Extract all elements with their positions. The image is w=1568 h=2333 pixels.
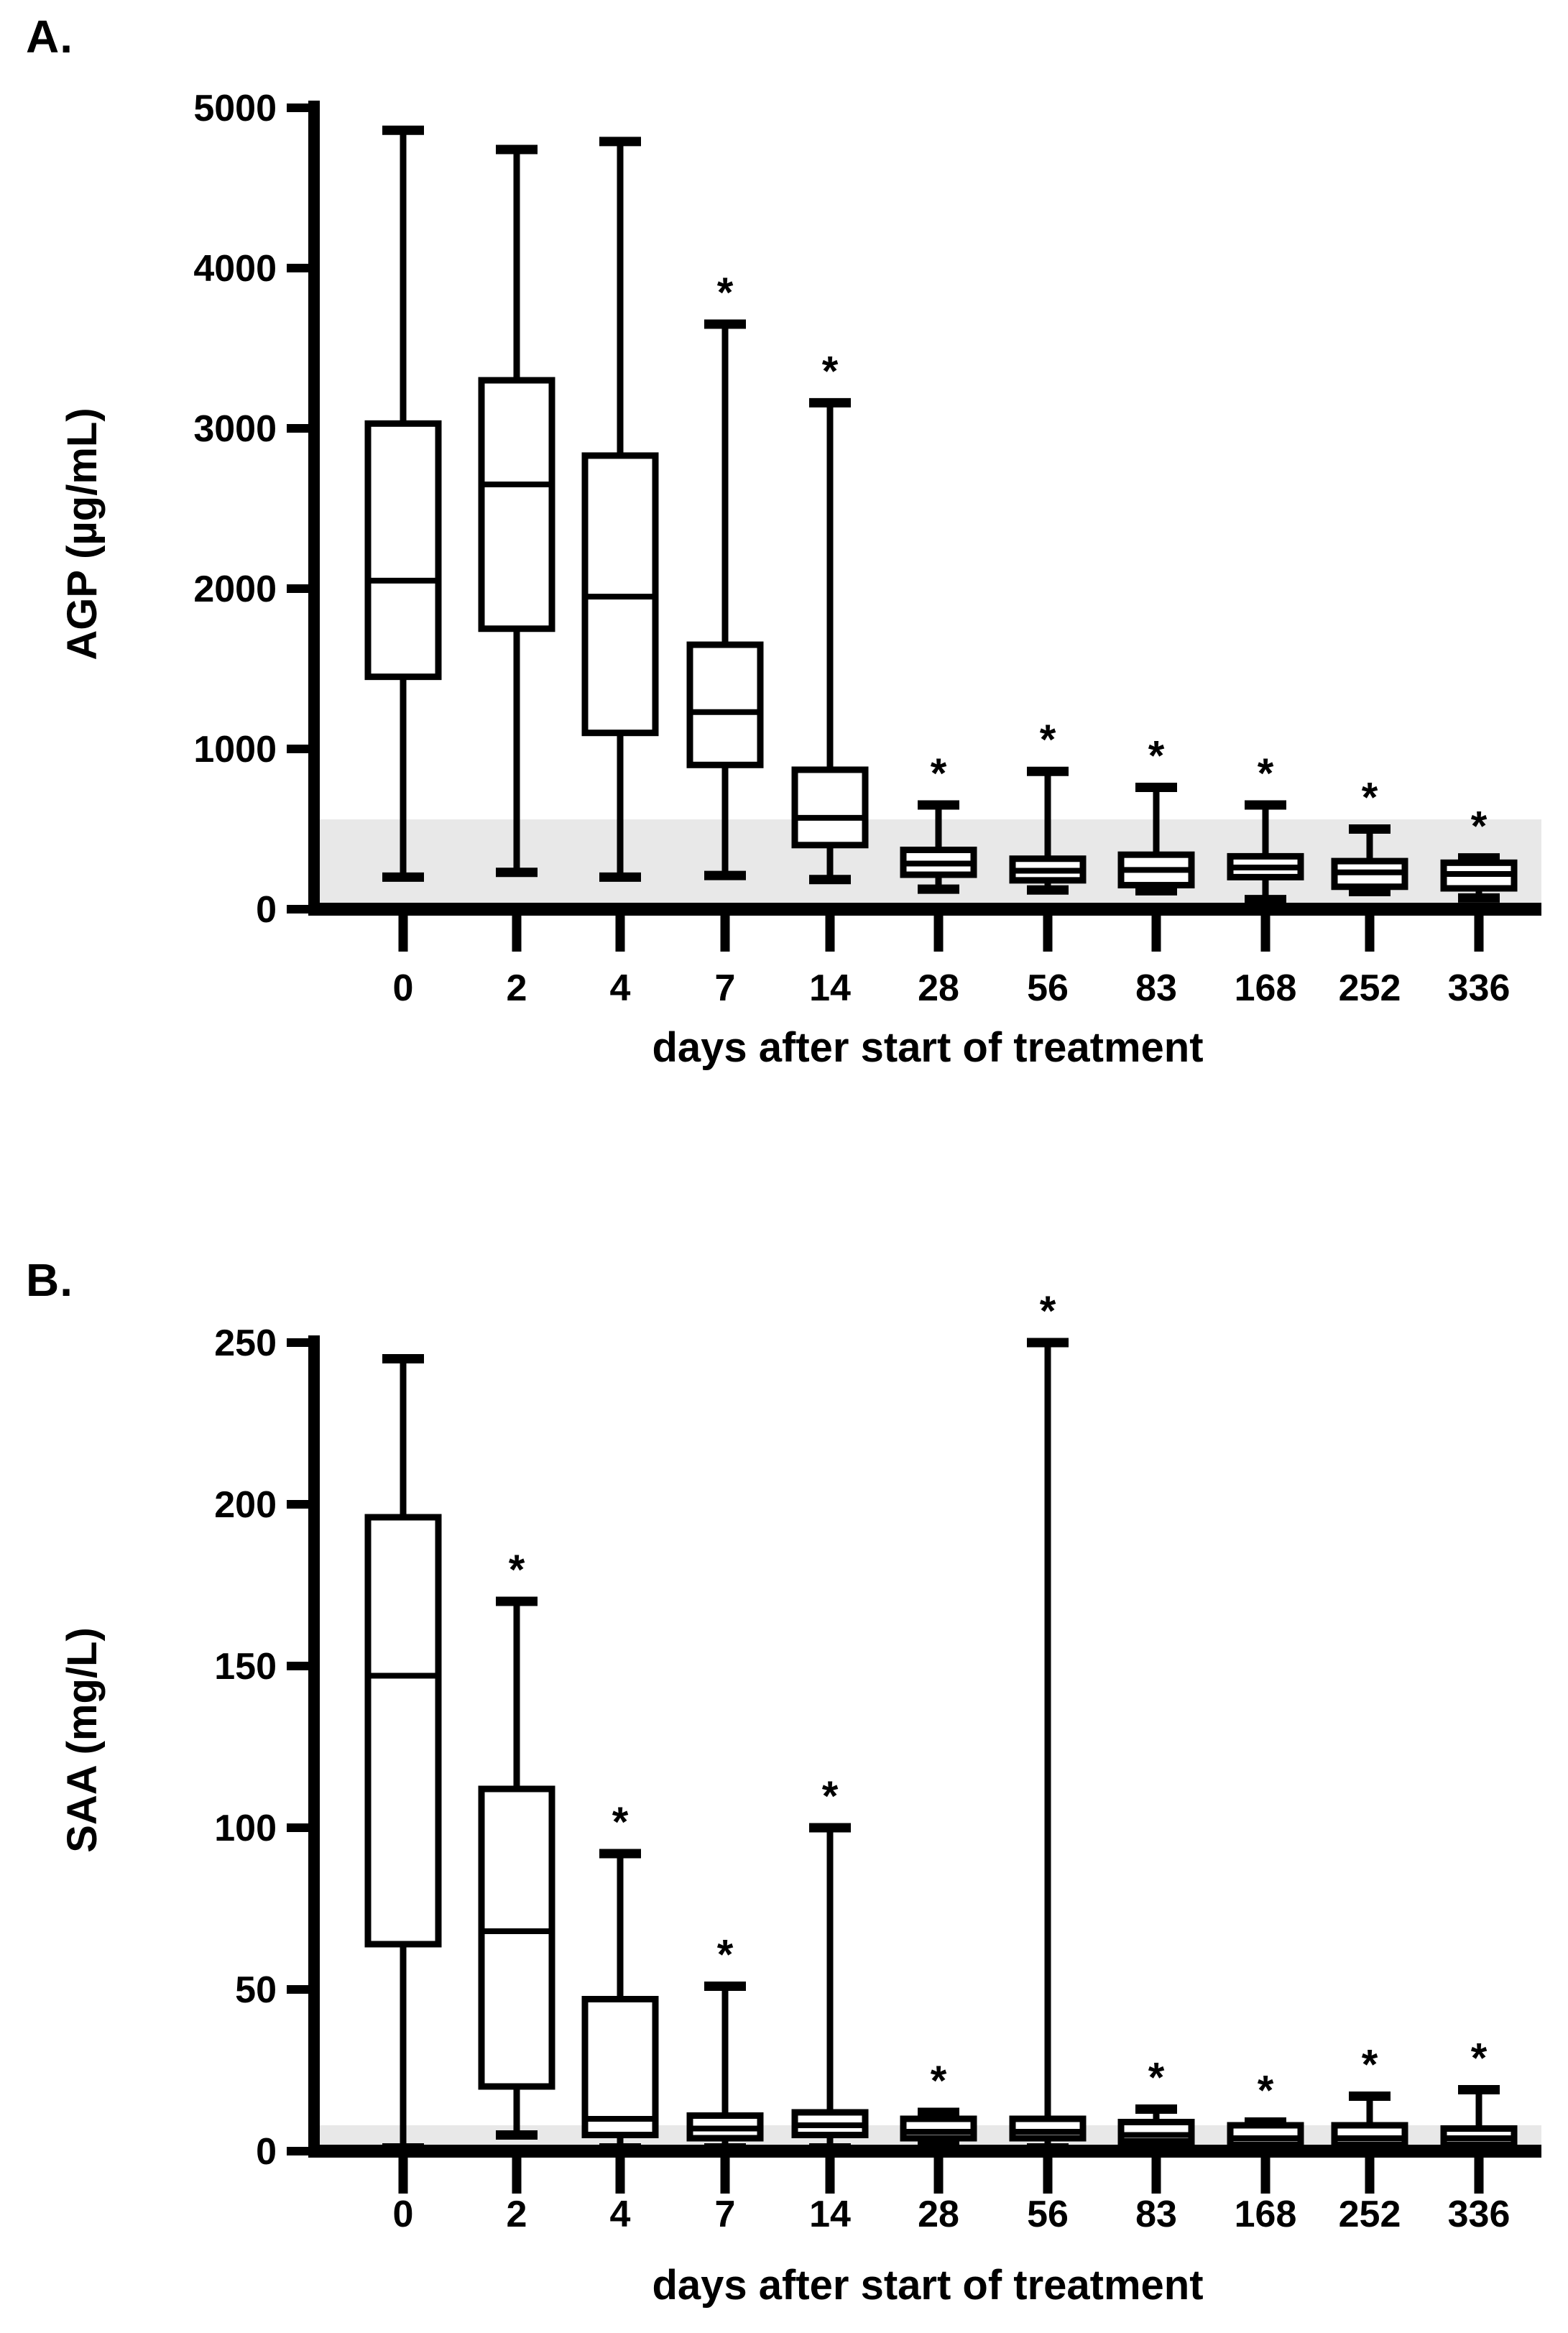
x-tick-label: 7 — [715, 967, 736, 1009]
y-tick-label: 100 — [214, 1808, 277, 1849]
x-tick-label: 56 — [1027, 967, 1069, 1009]
box-day-14: * — [791, 348, 869, 885]
box-day-14: * — [791, 1773, 869, 2153]
panel-a-x-axis-title: days after start of treatment — [652, 1024, 1204, 1071]
x-tick-label: 336 — [1448, 2194, 1511, 2235]
significance-asterisk: * — [717, 270, 734, 316]
box-day-336: * — [1440, 2035, 1518, 2153]
significance-asterisk: * — [1040, 717, 1056, 763]
panel-b-y-axis-label: SAA (mg/L) — [59, 1627, 106, 1853]
x-tick-label: 168 — [1235, 2194, 1297, 2235]
x-tick-label: 2 — [507, 967, 527, 1009]
boxplot-panel-a: * * * * * * * * 0 1000 2000 3000 4000 5000 0 2 4 7 14 28 56 8… — [193, 88, 1541, 1009]
x-tick-label: 4 — [610, 2194, 631, 2235]
y-tick-label: 150 — [214, 1646, 277, 1688]
box-day-7: * — [686, 270, 764, 880]
iqr-box — [364, 420, 442, 681]
iqr-box — [478, 377, 555, 632]
x-tick-label: 7 — [715, 2194, 736, 2235]
panel-b-x-axis-title: days after start of treatment — [652, 2262, 1204, 2309]
iqr-box — [1117, 2119, 1195, 2145]
box-day-2: * — [478, 1547, 555, 2140]
significance-asterisk: * — [1040, 1288, 1056, 1335]
axes: 0 50 100 150 200 250 0 2 4 7 14 28 56 83 168 252 336 — [214, 1322, 1541, 2235]
significance-asterisk: * — [1471, 804, 1488, 850]
box-day-0 — [364, 1354, 442, 2153]
significance-asterisk: * — [1258, 2068, 1274, 2115]
significance-asterisk: * — [1471, 2035, 1488, 2082]
iqr-box — [478, 1785, 555, 2090]
box-day-2 — [478, 144, 555, 878]
significance-asterisk: * — [931, 750, 947, 797]
significance-asterisk: * — [509, 1547, 525, 1593]
y-tick-label: 0 — [256, 2131, 277, 2173]
panel-a-letter: A. — [26, 11, 73, 63]
iqr-box — [791, 766, 869, 849]
boxplot-panel-b: * * * * * * * * * * 0 50 100 150 200 250 0 2 4 7 14 28 56 83 168… — [214, 1288, 1541, 2235]
box-day-56: * — [1009, 717, 1087, 895]
axes: 0 1000 2000 3000 4000 5000 0 2 4 7 14 28 56 83 168 252 3… — [193, 88, 1541, 1009]
y-tick-label: 250 — [214, 1322, 277, 1364]
iqr-box — [364, 1514, 442, 1948]
x-tick-label: 83 — [1135, 2194, 1177, 2235]
x-tick-label: 4 — [610, 967, 631, 1009]
y-tick-label: 0 — [256, 889, 277, 931]
significance-asterisk: * — [1258, 750, 1274, 797]
x-tick-label: 83 — [1135, 967, 1177, 1009]
significance-asterisk: * — [822, 1773, 839, 1820]
x-tick-label: 28 — [918, 2194, 959, 2235]
box-day-4 — [581, 137, 659, 882]
y-tick-label: 3000 — [193, 408, 277, 450]
significance-asterisk: * — [1362, 775, 1378, 822]
x-tick-label: 28 — [918, 967, 959, 1009]
box-day-56: * — [1009, 1288, 1087, 2153]
significance-asterisk: * — [717, 1932, 734, 1979]
box-day-252: * — [1331, 2042, 1408, 2153]
significance-asterisk: * — [822, 348, 839, 395]
x-tick-label: 0 — [393, 2194, 414, 2235]
y-tick-label: 2000 — [193, 569, 277, 610]
box-day-252: * — [1331, 775, 1408, 896]
significance-asterisk: * — [1148, 733, 1165, 780]
x-tick-label: 252 — [1339, 967, 1401, 1009]
y-tick-label: 4000 — [193, 248, 277, 290]
significance-asterisk: * — [1148, 2055, 1165, 2102]
significance-asterisk: * — [612, 1799, 629, 1846]
box-day-28: * — [900, 750, 977, 894]
x-tick-label: 336 — [1448, 967, 1511, 1009]
x-tick-label: 14 — [809, 967, 851, 1009]
box-day-4: * — [581, 1799, 659, 2153]
significance-asterisk: * — [931, 2058, 947, 2104]
y-tick-label: 50 — [235, 1969, 277, 2011]
box-day-168: * — [1227, 750, 1304, 905]
y-tick-label: 1000 — [193, 729, 277, 770]
x-tick-label: 168 — [1235, 967, 1297, 1009]
y-tick-label: 5000 — [193, 88, 277, 129]
box-day-0 — [364, 125, 442, 882]
box-day-168: * — [1227, 2068, 1304, 2153]
x-tick-label: 2 — [507, 2194, 527, 2235]
y-tick-label: 200 — [214, 1484, 277, 1526]
iqr-box — [581, 1996, 659, 2138]
significance-asterisk: * — [1362, 2042, 1378, 2089]
box-day-7: * — [686, 1932, 764, 2153]
box-day-83: * — [1117, 733, 1195, 896]
box-day-336: * — [1440, 804, 1518, 903]
box-day-83: * — [1117, 2055, 1195, 2153]
x-tick-label: 0 — [393, 967, 414, 1009]
iqr-box — [1227, 2122, 1304, 2148]
iqr-box — [900, 2115, 977, 2142]
iqr-box — [1009, 2115, 1087, 2142]
iqr-box — [686, 641, 764, 768]
panel-b-letter: B. — [26, 1254, 73, 1306]
box-day-28: * — [900, 2058, 977, 2150]
x-tick-label: 252 — [1339, 2194, 1401, 2235]
x-tick-label: 56 — [1027, 2194, 1069, 2235]
iqr-box — [1331, 2122, 1408, 2148]
x-tick-label: 14 — [809, 2194, 851, 2235]
